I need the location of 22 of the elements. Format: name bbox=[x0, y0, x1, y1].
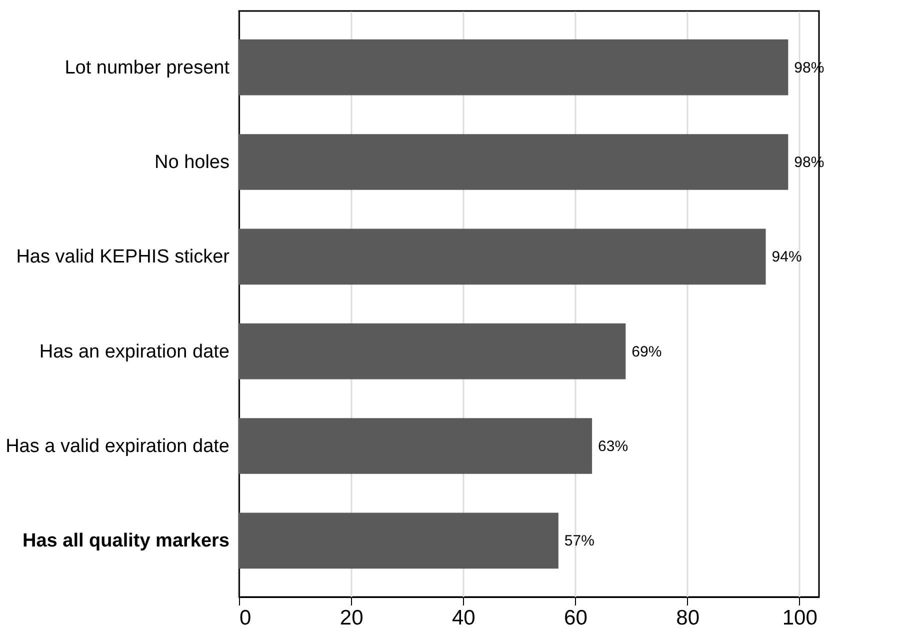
y-tick-label: Has valid KEPHIS sticker bbox=[16, 246, 230, 268]
y-tick-label: No holes bbox=[154, 152, 230, 173]
bar bbox=[239, 39, 788, 96]
bar bbox=[239, 228, 766, 285]
x-tick-label: 60 bbox=[564, 606, 588, 630]
x-tick-label: 20 bbox=[340, 606, 364, 630]
data-label: 57% bbox=[564, 532, 594, 550]
x-tick-label: 0 bbox=[240, 606, 252, 630]
y-tick-label: Has a valid expiration date bbox=[6, 436, 230, 458]
data-label: 94% bbox=[772, 248, 802, 266]
bar bbox=[239, 323, 626, 380]
bar bbox=[239, 134, 788, 190]
bar bbox=[239, 512, 558, 569]
y-tick-label: Lot number present bbox=[64, 57, 230, 78]
x-tick-label: 40 bbox=[452, 606, 476, 630]
data-label: 63% bbox=[598, 438, 628, 456]
data-label: 69% bbox=[632, 343, 662, 360]
x-tick-label: 100 bbox=[782, 606, 818, 630]
y-tick-label: Has an expiration date bbox=[39, 341, 230, 362]
x-tick-label: 80 bbox=[676, 606, 700, 630]
bar bbox=[239, 418, 592, 474]
y-tick-label: Has all quality markers bbox=[22, 530, 230, 552]
